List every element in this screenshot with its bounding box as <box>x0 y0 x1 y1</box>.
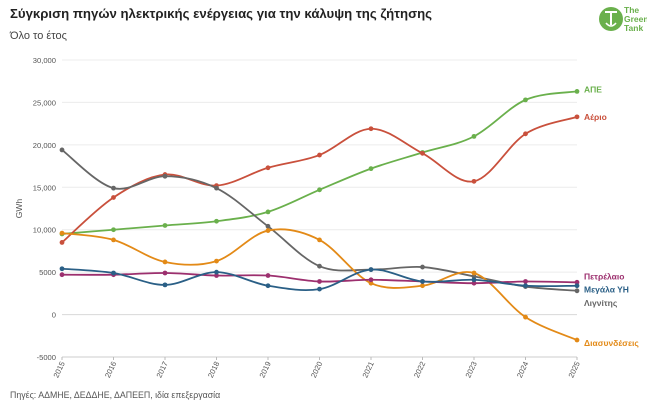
x-tick-label: 2019 <box>258 360 273 379</box>
y-tick-label: 10,000 <box>33 226 56 235</box>
data-point <box>214 273 219 278</box>
data-point <box>420 279 425 284</box>
data-point <box>265 223 271 229</box>
data-point <box>420 150 425 156</box>
series-end-label: Λιγνίτης <box>584 298 618 308</box>
source-note: Πηγές: ΑΔΜΗΕ, ΔΕΔΔΗΕ, ΔΑΠΕΕΠ, ιδία επεξε… <box>10 390 221 400</box>
y-tick-label: 0 <box>52 311 56 320</box>
data-point <box>317 279 322 284</box>
y-tick-label: 20,000 <box>33 141 56 150</box>
data-point <box>162 270 168 276</box>
x-tick-label: 2015 <box>52 360 67 379</box>
data-point <box>420 264 425 270</box>
data-point <box>111 185 116 191</box>
y-tick-label: -5000 <box>37 353 56 362</box>
data-point <box>265 228 271 233</box>
data-point <box>574 279 580 285</box>
x-tick-label: 2016 <box>103 360 118 379</box>
series-end-label: ΑΠΕ <box>584 84 602 94</box>
data-point <box>523 131 528 137</box>
data-point <box>111 270 116 276</box>
x-tick-label: 2018 <box>206 360 221 379</box>
data-point <box>471 178 477 184</box>
series-end-label: Διασυνδέσεις <box>584 338 639 348</box>
logo-text-the: The <box>624 5 640 15</box>
data-point <box>317 187 322 193</box>
data-point <box>471 277 477 283</box>
data-point <box>368 267 374 272</box>
series-end-label: Μεγάλα ΥΗ <box>584 285 629 295</box>
data-point <box>111 227 116 233</box>
y-axis-label: GWh <box>14 199 24 219</box>
logo-text-green: Green <box>624 14 647 24</box>
x-tick-label: 2024 <box>515 360 530 379</box>
y-tick-label: 30,000 <box>33 56 56 65</box>
data-point <box>317 286 322 292</box>
y-tick-label: 5000 <box>39 268 56 277</box>
logo-text-tank: Tank <box>624 23 644 33</box>
data-point <box>574 337 580 343</box>
data-point <box>214 258 219 264</box>
y-tick-label: 25,000 <box>33 98 56 107</box>
x-tick-label: 2025 <box>567 360 582 379</box>
data-point <box>471 270 477 276</box>
x-tick-label: 2021 <box>361 360 376 379</box>
chart-subtitle: Όλο το έτος <box>10 30 67 42</box>
data-point <box>523 283 528 289</box>
data-point <box>574 88 580 94</box>
data-point <box>265 209 271 215</box>
data-point <box>162 223 168 228</box>
data-point <box>368 126 374 132</box>
data-point <box>214 218 219 224</box>
data-point <box>471 133 477 139</box>
data-point <box>368 280 374 286</box>
data-point <box>368 166 374 172</box>
data-point <box>111 237 116 243</box>
series-line <box>61 115 578 244</box>
data-point <box>574 283 580 289</box>
x-tick-label: 2022 <box>412 360 427 379</box>
data-point <box>214 185 219 191</box>
data-point <box>59 266 65 272</box>
data-point <box>420 283 425 289</box>
data-point <box>59 272 65 278</box>
data-point <box>265 165 271 171</box>
data-point <box>317 152 322 158</box>
data-point <box>574 114 580 120</box>
data-point <box>523 279 528 284</box>
data-point <box>265 283 271 289</box>
data-point <box>111 195 116 200</box>
series-line <box>61 149 578 292</box>
data-point <box>59 147 65 153</box>
chart-title: Σύγκριση πηγών ηλεκτρικής ενέργειας για … <box>10 6 433 21</box>
series-line <box>61 228 578 341</box>
green-tank-logo-icon <box>599 7 623 31</box>
data-point <box>59 230 65 236</box>
x-tick-label: 2017 <box>155 360 170 379</box>
data-point <box>523 314 528 320</box>
x-tick-label: 2023 <box>464 360 479 379</box>
series-end-label: Αέριο <box>584 112 607 122</box>
x-tick-label: 2020 <box>309 360 324 379</box>
data-point <box>317 237 322 243</box>
data-point <box>214 269 219 275</box>
data-point <box>162 282 168 288</box>
data-point <box>471 273 477 279</box>
series-line <box>61 90 578 235</box>
data-point <box>471 280 477 286</box>
y-tick-label: 15,000 <box>33 183 56 192</box>
data-point <box>523 97 528 103</box>
data-point <box>265 273 271 278</box>
data-point <box>59 240 65 245</box>
data-point <box>162 259 168 265</box>
data-point <box>368 277 374 283</box>
data-point <box>162 173 168 179</box>
data-point <box>574 288 580 294</box>
data-point <box>317 263 322 269</box>
series-end-label: Πετρέλαιο <box>584 271 624 281</box>
